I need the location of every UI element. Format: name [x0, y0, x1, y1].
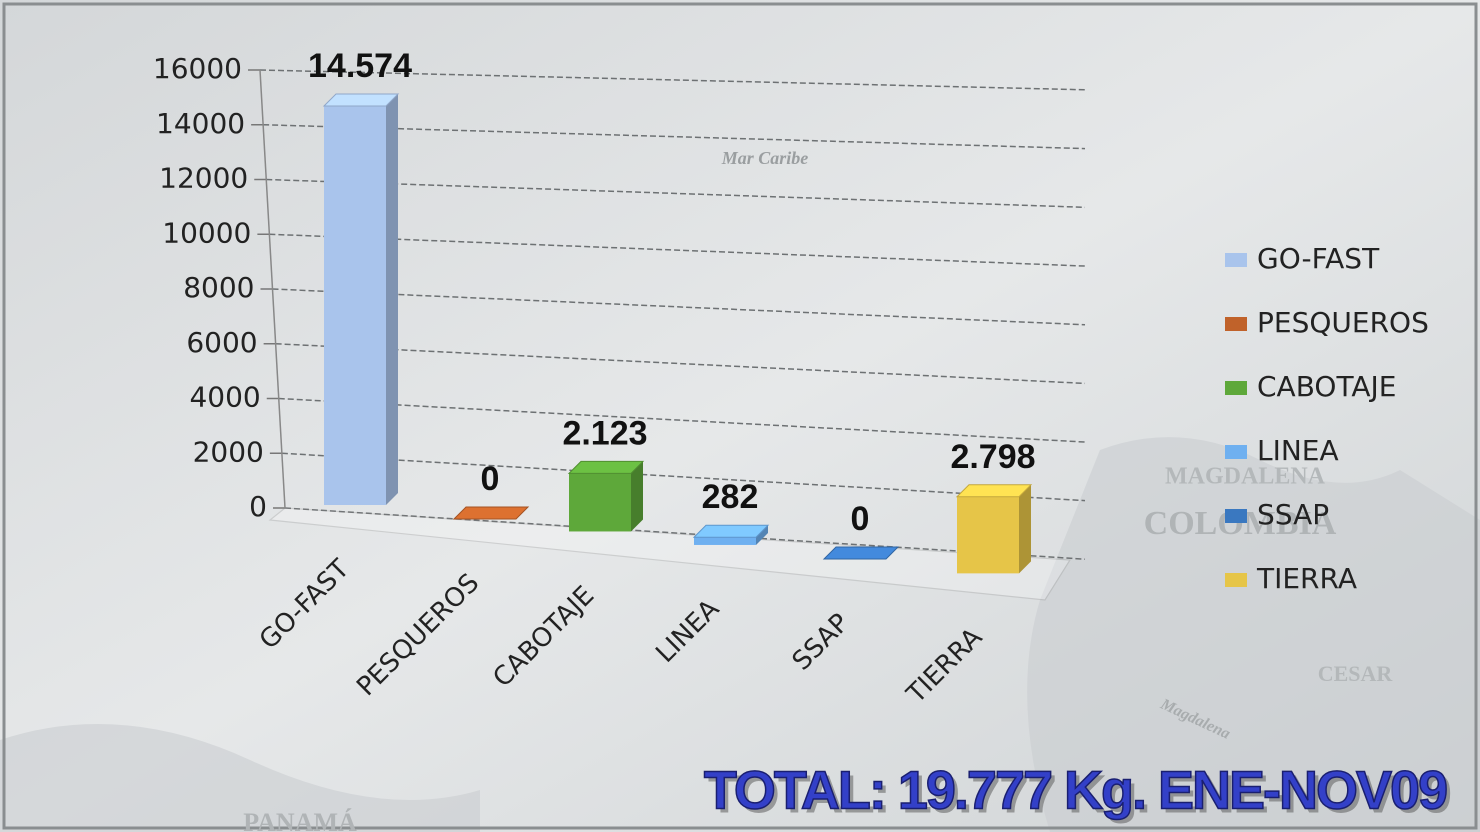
- y-tick-label: 4000: [189, 381, 260, 414]
- bar: [569, 473, 631, 532]
- y-tick-label: 14000: [156, 107, 245, 140]
- bar-group: [567, 460, 645, 532]
- value-label: 0: [851, 500, 870, 538]
- legend-label: SSAP: [1257, 498, 1329, 531]
- bar: [957, 496, 1019, 574]
- y-tick-label: 8000: [183, 271, 254, 304]
- bar-top: [567, 460, 645, 474]
- legend-label: TIERRA: [1256, 562, 1357, 595]
- map-label: CESAR: [1318, 661, 1394, 686]
- bar-group: [452, 506, 530, 520]
- legend-swatch: [1225, 445, 1247, 459]
- bar-group: [322, 93, 400, 506]
- legend-swatch: [1225, 317, 1247, 331]
- legend-swatch: [1225, 573, 1247, 587]
- bar-group: [692, 524, 770, 545]
- grid-line: [281, 452, 1086, 502]
- y-axis: [259, 69, 286, 509]
- bar-top: [692, 524, 770, 538]
- y-tick-label: 6000: [186, 326, 257, 359]
- bar-top: [955, 484, 1033, 498]
- value-label: 14.574: [308, 47, 412, 85]
- legend-label: CABOTAJE: [1257, 370, 1397, 403]
- grid-line: [266, 178, 1086, 209]
- bar-top: [322, 93, 400, 107]
- annotation: TOTAL: 19.777 Kg. ENE-NOV09: [704, 760, 1447, 820]
- grid-line: [259, 69, 1086, 91]
- grid-line: [284, 507, 1086, 560]
- y-tick-label: 12000: [159, 162, 248, 195]
- y-tick-label: 16000: [153, 52, 242, 85]
- bar-side: [386, 94, 398, 506]
- map-label: MAGDALENA: [1165, 464, 1326, 490]
- value-label: 2.798: [950, 438, 1035, 476]
- annotation-shadow: TOTAL: 19.777 Kg. ENE-NOV09: [708, 764, 1451, 824]
- bar-side: [756, 525, 768, 545]
- grid-line: [275, 343, 1086, 385]
- bar: [694, 537, 756, 545]
- map-label: Mar Caribe: [721, 148, 809, 168]
- grid-line: [269, 233, 1086, 267]
- bar-side: [631, 461, 643, 532]
- bar: [324, 106, 386, 506]
- legend-swatch: [1225, 253, 1247, 267]
- bar-top: [452, 506, 530, 520]
- y-tick-label: 10000: [162, 216, 251, 249]
- value-label: 2.123: [562, 414, 647, 452]
- legend-label: GO-FAST: [1257, 242, 1380, 275]
- y-tick-label: 0: [249, 490, 267, 523]
- bar-group: [955, 484, 1033, 574]
- value-label: 0: [481, 460, 500, 498]
- legend-swatch: [1225, 381, 1247, 395]
- bar-top: [822, 546, 900, 560]
- map-land: [0, 724, 480, 832]
- legend-label: PESQUEROS: [1257, 306, 1429, 339]
- bar-side: [1019, 484, 1031, 574]
- map-label: PANAMÁ: [243, 808, 357, 832]
- bar-group: [822, 546, 900, 560]
- grid-line: [263, 124, 1086, 150]
- y-tick-label: 2000: [193, 435, 264, 468]
- grid-line: [272, 288, 1086, 326]
- value-label: 282: [702, 478, 759, 516]
- map-land: [1027, 437, 1480, 832]
- legend-label: LINEA: [1257, 434, 1339, 467]
- legend-swatch: [1225, 509, 1247, 523]
- floor: [268, 507, 1072, 601]
